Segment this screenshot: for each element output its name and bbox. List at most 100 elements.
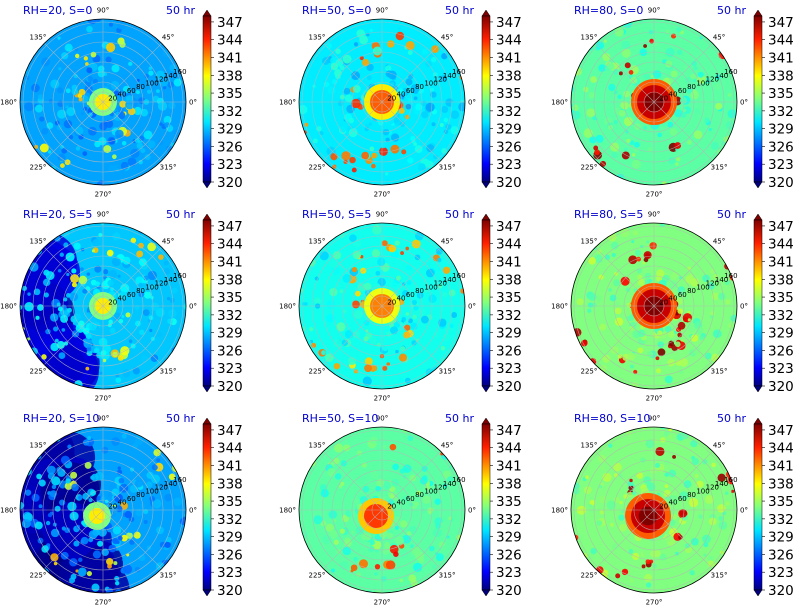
colorbar-tick-label: 335 (217, 86, 243, 102)
polar-grid (20, 19, 186, 185)
polar-frame (298, 18, 466, 186)
panel-time: 50 hr (445, 208, 474, 221)
radial-label: 100 (696, 487, 709, 495)
radial-label: 160 (452, 68, 465, 76)
colorbar-tick-label: 320 (217, 175, 243, 191)
colorbar-extend-max (202, 9, 212, 17)
angle-label: 270° (95, 599, 112, 607)
radial-label: 100 (424, 79, 437, 87)
polar-frame (298, 222, 466, 390)
colorbar-extend-min (481, 589, 491, 597)
colorbar-tick-label: 338 (496, 68, 522, 84)
radial-label: 20 (108, 298, 117, 306)
radial-label: 100 (145, 487, 158, 495)
radial-label: 80 (136, 287, 145, 295)
colorbar-tick-label: 332 (768, 308, 793, 324)
angle-label: 0° (189, 303, 197, 311)
colorbar-extend-min (481, 181, 491, 189)
radial-label: 40 (669, 499, 678, 507)
angle-label: 45° (713, 237, 725, 245)
colorbar-tick-label: 344 (496, 33, 522, 49)
angle-label: 0° (740, 303, 748, 311)
angle-label: 0° (468, 303, 476, 311)
radial-label: 40 (669, 91, 678, 99)
angle-label: 90° (97, 7, 109, 15)
radial-label: 140 (164, 276, 177, 284)
radial-label: 140 (443, 480, 456, 488)
radial-label: 80 (687, 83, 696, 91)
colorbar-tick-label: 338 (496, 272, 522, 288)
polar-frame (19, 222, 187, 390)
angle-label: 225° (30, 572, 47, 580)
radial-label: 120 (434, 76, 447, 84)
panel-title: RH=20, S=10 (23, 412, 99, 425)
radial-label: 60 (406, 87, 415, 95)
angle-label: 180° (0, 99, 17, 107)
panel-time: 50 hr (166, 412, 195, 425)
colorbar-bar (481, 423, 491, 591)
angle-label: 135° (309, 237, 326, 245)
angle-label: 315° (711, 572, 728, 580)
angle-label: 135° (581, 237, 598, 245)
colorbar-tick-label: 323 (217, 361, 243, 377)
angle-label: 225° (30, 368, 47, 376)
radial-label: 120 (434, 280, 447, 288)
panel-title: RH=80, S=10 (574, 412, 650, 425)
colorbar-tick-label: 347 (217, 15, 243, 31)
colorbar-tick-label: 323 (496, 565, 522, 581)
colorbar-tick-label: 329 (496, 122, 522, 138)
colorbar-tick-label: 347 (496, 423, 522, 439)
panel-2: 0°45°90°135°180°225°270°315°20 40 60 80 1001… (279, 4, 522, 199)
polar-frame (19, 426, 187, 594)
angle-label: 90° (648, 7, 660, 15)
colorbar-extend-max (481, 213, 491, 221)
colorbar-tick-label: 320 (768, 583, 793, 599)
colorbar-extend-min (481, 385, 491, 393)
radial-label: 60 (678, 87, 687, 95)
colorbar-extend-min (202, 181, 212, 189)
colorbar-tick-label: 341 (496, 255, 522, 271)
colorbar-bar (481, 219, 491, 387)
colorbar-tick-label: 326 (496, 343, 522, 359)
radial-label: 100 (145, 79, 158, 87)
colorbar-tick-label: 341 (496, 459, 522, 475)
radial-label: 20 (659, 94, 668, 102)
radial-label: 160 (173, 476, 186, 484)
angle-label: 135° (581, 441, 598, 449)
angle-label: 90° (648, 415, 660, 423)
panel-title: RH=80, S=5 (574, 208, 643, 221)
colorbar-tick-label: 341 (217, 459, 243, 475)
radial-label: 120 (155, 76, 168, 84)
polar-frame (570, 222, 738, 390)
radial-label: 20 (659, 502, 668, 510)
colorbar-tick-label: 326 (768, 343, 793, 359)
colorbar-tick-label: 326 (768, 547, 793, 563)
colorbar-tick-label: 335 (768, 86, 793, 102)
colorbar-tick-label: 326 (496, 547, 522, 563)
radial-label: 40 (397, 91, 406, 99)
colorbar-bar (753, 423, 763, 591)
polar-grid (299, 427, 465, 593)
panel-3: 0°45°90°135°180°225°270°315°20 40 60 80 1001… (551, 4, 793, 199)
angle-label: 135° (30, 441, 47, 449)
colorbar-tick-label: 344 (496, 441, 522, 457)
colorbar-bar (202, 219, 212, 387)
angle-label: 315° (160, 164, 177, 172)
angle-label: 315° (711, 368, 728, 376)
angle-label: 270° (95, 395, 112, 403)
radial-label: 160 (724, 272, 737, 280)
polar-grid (571, 427, 737, 593)
colorbar-tick-label: 335 (496, 290, 522, 306)
panel-time: 50 hr (166, 4, 195, 17)
angle-label: 135° (30, 237, 47, 245)
radial-label: 160 (173, 68, 186, 76)
radial-label: 140 (715, 276, 728, 284)
colorbar-tick-label: 332 (496, 308, 522, 324)
colorbar-tick-label: 341 (217, 255, 243, 271)
colorbar-extend-min (202, 589, 212, 597)
colorbar-tick-label: 344 (768, 33, 793, 49)
